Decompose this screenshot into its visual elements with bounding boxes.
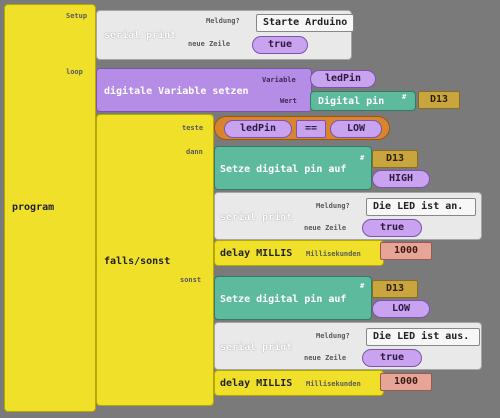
setup-serial-print-title: serial print xyxy=(104,30,177,41)
compare-right-value[interactable]: LOW xyxy=(330,120,382,138)
else-field-message: Meldung? xyxy=(316,332,350,340)
setup-newline-value[interactable]: true xyxy=(252,36,308,54)
then-delay-title: delay MILLIS xyxy=(220,248,293,259)
then-value[interactable]: HIGH xyxy=(372,170,430,188)
if-else-block[interactable] xyxy=(96,114,214,406)
setup-message-input[interactable]: Starte Arduino xyxy=(256,14,354,32)
else-hash: # xyxy=(360,282,365,290)
then-field-newline: neue Zeile xyxy=(304,224,347,232)
digital-variable-title: digitale Variable setzen xyxy=(104,86,249,97)
then-delay-block[interactable] xyxy=(214,240,384,266)
then-message-input[interactable]: Die LED ist an. xyxy=(366,198,476,216)
then-set-pin-title: Setze digital pin auf xyxy=(220,164,347,175)
then-newline-value[interactable]: true xyxy=(362,219,422,237)
digital-pin-select[interactable]: D13 xyxy=(418,91,460,109)
setup-label: Setup xyxy=(66,12,88,20)
else-label: sonst xyxy=(180,276,202,284)
compare-operator[interactable]: == xyxy=(296,120,326,138)
else-serial-print-block[interactable] xyxy=(214,322,482,370)
loop-label: loop xyxy=(66,68,83,76)
else-delay-block[interactable] xyxy=(214,370,384,396)
compare-left-value[interactable]: ledPin xyxy=(224,120,292,138)
if-else-label: falls/sonst xyxy=(104,256,171,267)
program-block[interactable] xyxy=(4,4,96,412)
digital-variable-field-variable: Variable xyxy=(262,76,296,84)
digital-variable-block[interactable] xyxy=(96,68,312,112)
else-value[interactable]: LOW xyxy=(372,300,430,318)
else-field-newline: neue Zeile xyxy=(304,354,347,362)
else-set-pin-title: Setze digital pin auf xyxy=(220,294,347,305)
else-serial-print-title: serial print xyxy=(220,342,293,353)
then-delay-field: Millisekunden xyxy=(306,250,361,258)
else-delay-title: delay MILLIS xyxy=(220,378,293,389)
setup-field-newline: neue Zeile xyxy=(188,40,231,48)
else-set-pin-block[interactable] xyxy=(214,276,372,320)
digital-pin-label: Digital pin xyxy=(318,96,385,107)
else-delay-field: Millisekunden xyxy=(306,380,361,388)
digital-pin-hash: # xyxy=(402,93,407,101)
then-field-message: Meldung? xyxy=(316,202,350,210)
test-label: teste xyxy=(182,124,204,132)
then-hash: # xyxy=(360,154,365,162)
else-delay-value[interactable]: 1000 xyxy=(380,373,432,391)
program-label: program xyxy=(12,202,55,213)
then-serial-print-title: serial print xyxy=(220,212,293,223)
digital-pin-block[interactable] xyxy=(310,91,416,111)
else-pin-select[interactable]: D13 xyxy=(372,280,418,298)
else-newline-value[interactable]: true xyxy=(362,349,422,367)
then-set-pin-block[interactable] xyxy=(214,146,372,190)
then-pin-select[interactable]: D13 xyxy=(372,150,418,168)
variable-name-value[interactable]: ledPin xyxy=(310,70,376,88)
then-delay-value[interactable]: 1000 xyxy=(380,242,432,260)
then-label: dann xyxy=(186,148,203,156)
else-message-input[interactable]: Die LED ist aus. xyxy=(366,328,480,346)
setup-field-message: Meldung? xyxy=(206,17,240,25)
digital-variable-field-value: Wert xyxy=(280,97,297,105)
